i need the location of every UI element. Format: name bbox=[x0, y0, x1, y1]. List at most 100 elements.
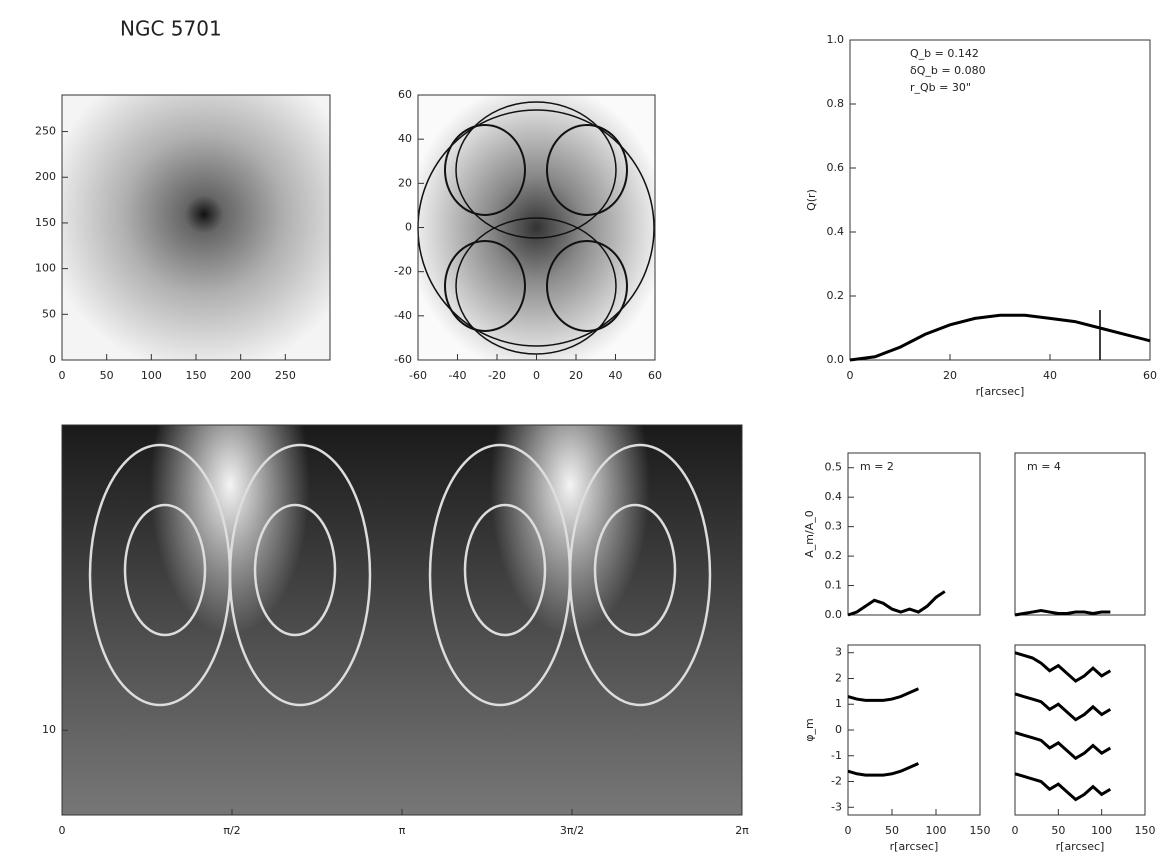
y-tick-label: 0.8 bbox=[827, 97, 845, 110]
contour bbox=[444, 240, 526, 332]
y-tick-label: 0 bbox=[49, 353, 56, 366]
data-line bbox=[847, 590, 946, 617]
x-axis-label: r[arcsec] bbox=[976, 385, 1025, 398]
data-line bbox=[1014, 692, 1112, 722]
y-tick-label: 250 bbox=[35, 125, 56, 138]
y-tick-label: 1.0 bbox=[827, 33, 845, 46]
y-tick-label: 0.6 bbox=[827, 161, 845, 174]
data-line bbox=[1014, 651, 1112, 683]
y-tick-label: 0.4 bbox=[825, 490, 843, 503]
x-tick-label: -60 bbox=[409, 369, 427, 382]
y-tick-label: -3 bbox=[831, 800, 842, 813]
y-tick-label: 0.1 bbox=[825, 579, 843, 592]
galaxy-image bbox=[62, 95, 330, 360]
x-tick-label: 100 bbox=[926, 824, 947, 837]
x-tick-label: 0 bbox=[847, 369, 854, 382]
y-axis-label: A_m/A_0 bbox=[803, 510, 816, 557]
annotation: m = 2 bbox=[860, 460, 894, 473]
x-tick-label: 250 bbox=[275, 369, 296, 382]
y-tick-label: 0 bbox=[405, 221, 412, 234]
data-line bbox=[849, 313, 1151, 362]
y-tick-label: 1 bbox=[835, 697, 842, 710]
contours bbox=[88, 443, 712, 707]
x-tick-label: 200 bbox=[230, 369, 251, 382]
x-tick-label: 20 bbox=[569, 369, 583, 382]
x-tick-label: 40 bbox=[609, 369, 623, 382]
x-tick-label: 0 bbox=[533, 369, 540, 382]
x-tick-label: 0 bbox=[59, 824, 66, 837]
contour bbox=[546, 124, 628, 216]
x-axis-label: r[arcsec] bbox=[1056, 840, 1105, 853]
image-panel-deprojected bbox=[417, 95, 655, 360]
x-tick-label: 50 bbox=[1051, 824, 1065, 837]
y-tick-label: 0 bbox=[835, 723, 842, 736]
y-tick-label: 100 bbox=[35, 262, 56, 275]
image-panel-sky bbox=[62, 95, 330, 360]
contour bbox=[444, 124, 526, 216]
y-tick-label: -40 bbox=[394, 309, 412, 322]
y-tick-label: -20 bbox=[394, 265, 412, 278]
y-tick-label: -2 bbox=[831, 775, 842, 788]
x-tick-label: 150 bbox=[970, 824, 991, 837]
annotation: δQ_b = 0.080 bbox=[910, 64, 986, 77]
data-line bbox=[1014, 609, 1111, 617]
y-axis-label: Q(r) bbox=[805, 189, 818, 211]
y-tick-label: 20 bbox=[398, 176, 412, 189]
annotation: Q_b = 0.142 bbox=[910, 47, 979, 60]
plot-frame bbox=[849, 39, 1151, 361]
y-tick-label: 2 bbox=[835, 671, 842, 684]
x-tick-label: 40 bbox=[1043, 369, 1057, 382]
annotation: r_Qb = 30" bbox=[910, 81, 971, 94]
x-tick-label: 150 bbox=[186, 369, 207, 382]
plot-frame bbox=[1014, 452, 1146, 616]
plot-frame bbox=[1014, 644, 1146, 816]
y-tick-label: 3 bbox=[835, 646, 842, 659]
x-tick-label: 0 bbox=[59, 369, 66, 382]
x-tick-label: 60 bbox=[1143, 369, 1157, 382]
data-line bbox=[1014, 772, 1112, 802]
data-line bbox=[847, 762, 920, 777]
x-tick-label: π bbox=[399, 824, 406, 837]
x-tick-label: -20 bbox=[488, 369, 506, 382]
y-tick-label: 0.2 bbox=[825, 549, 843, 562]
x-tick-label: 20 bbox=[943, 369, 957, 382]
y-tick-label: -1 bbox=[831, 749, 842, 762]
x-tick-label: 0 bbox=[845, 824, 852, 837]
y-tick-label: 60 bbox=[398, 88, 412, 101]
x-tick-label: 0 bbox=[1012, 824, 1019, 837]
phase-image bbox=[62, 425, 742, 815]
y-tick-label: 0.4 bbox=[827, 225, 845, 238]
plot-frame bbox=[847, 644, 981, 816]
y-tick-label: 0.0 bbox=[827, 353, 845, 366]
y-tick-label: 0.2 bbox=[827, 289, 845, 302]
x-tick-label: 50 bbox=[885, 824, 899, 837]
x-tick-label: 150 bbox=[1135, 824, 1156, 837]
x-tick-label: 2π bbox=[735, 824, 749, 837]
data-line bbox=[1014, 731, 1112, 761]
x-tick-label: 3π/2 bbox=[560, 824, 584, 837]
x-tick-label: 100 bbox=[141, 369, 162, 382]
plot-frame bbox=[847, 452, 981, 616]
x-axis-label: r[arcsec] bbox=[890, 840, 939, 853]
y-axis-label: φ_m bbox=[803, 718, 816, 741]
x-tick-label: π/2 bbox=[223, 824, 240, 837]
x-tick-label: 60 bbox=[648, 369, 662, 382]
y-tick-label: 10 bbox=[42, 723, 56, 736]
y-tick-label: 150 bbox=[35, 216, 56, 229]
y-tick-label: 0.3 bbox=[825, 520, 843, 533]
deprojected-image bbox=[418, 95, 655, 360]
figure-title: NGC 5701 bbox=[120, 17, 222, 41]
contour bbox=[455, 101, 617, 239]
y-tick-label: 200 bbox=[35, 170, 56, 183]
x-tick-label: 100 bbox=[1091, 824, 1112, 837]
y-tick-label: 40 bbox=[398, 132, 412, 145]
y-tick-label: 50 bbox=[42, 307, 56, 320]
y-tick-label: 0.5 bbox=[825, 461, 843, 474]
x-tick-label: 50 bbox=[100, 369, 114, 382]
annotation: m = 4 bbox=[1027, 460, 1061, 473]
x-tick-label: -40 bbox=[449, 369, 467, 382]
y-tick-label: 0.0 bbox=[825, 608, 843, 621]
contour bbox=[546, 240, 628, 332]
y-tick-label: -60 bbox=[394, 353, 412, 366]
